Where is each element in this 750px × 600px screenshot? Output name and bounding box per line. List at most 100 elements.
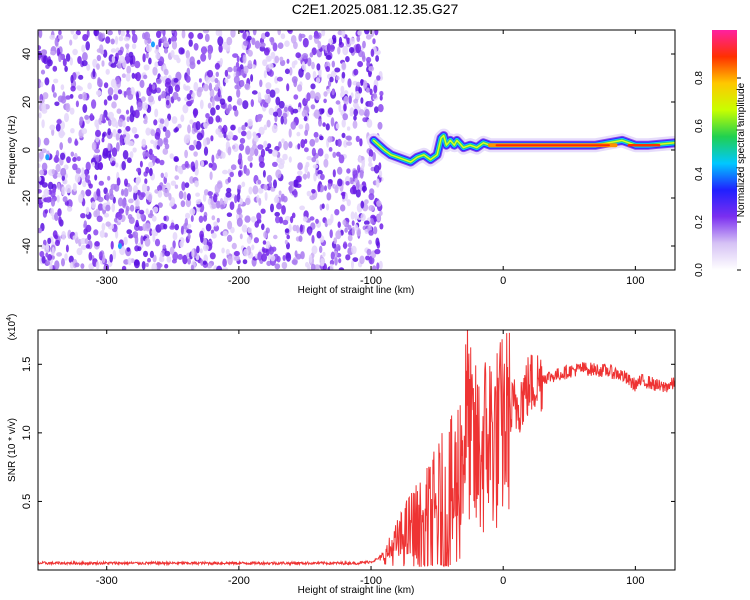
noise-speckle [207,191,214,196]
noise-speckle [321,203,325,209]
noise-speckle [366,87,370,93]
noise-speckle [311,47,317,56]
noise-speckle [149,168,153,177]
noise-speckle [256,218,262,224]
noise-speckle [226,234,233,242]
noise-speckle [307,229,312,236]
noise-speckle [103,82,109,89]
noise-speckle [208,50,212,61]
noise-speckle [202,193,207,202]
noise-speckle [119,136,124,146]
noise-speckle [105,148,111,158]
noise-speckle [259,42,266,48]
noise-speckle [95,90,102,96]
noise-speckle [373,226,378,235]
noise-speckle [194,166,199,176]
noise-speckle [260,148,266,158]
noise-speckle [190,161,196,171]
noise-speckle [69,39,73,46]
noise-speckle [267,143,272,149]
noise-speckle [302,173,308,180]
noise-speckle [329,259,335,266]
noise-speckle [122,150,129,160]
noise-speckle [219,98,226,105]
noise-speckle [82,180,87,188]
noise-speckle [275,215,280,224]
noise-speckle [288,105,292,112]
noise-speckle [121,160,126,171]
noise-speckle [137,246,142,252]
noise-speckle [366,60,371,68]
noise-speckle [240,79,245,87]
noise-speckle [81,44,86,53]
noise-speckle [368,230,374,236]
noise-speckle [351,260,354,270]
noise-speckle [99,44,104,54]
noise-speckle [352,257,359,262]
noise-speckle [125,207,129,216]
noise-speckle [272,42,278,52]
noise-speckle [346,168,351,174]
noise-speckle [318,118,322,127]
noise-speckle [195,192,201,197]
noise-speckle [152,66,158,76]
noise-speckle [58,216,62,225]
noise-speckle [208,82,213,92]
spectrogram-y-tick-label: 40 [21,48,33,60]
noise-speckle [61,186,66,196]
noise-hot-speckle [117,243,122,249]
noise-speckle [178,47,185,55]
noise-speckle [110,78,117,89]
noise-speckle [58,129,65,139]
noise-speckle [44,244,50,253]
noise-speckle [347,242,352,248]
noise-speckle [111,160,116,166]
noise-speckle [62,58,67,67]
noise-speckle [250,216,257,223]
noise-hot-speckle [150,41,155,48]
noise-speckle [47,237,52,245]
noise-speckle [82,34,89,42]
noise-speckle [118,55,125,64]
noise-speckle [105,204,111,212]
noise-speckle [171,40,178,50]
noise-speckle [126,65,132,74]
noise-speckle [338,103,342,113]
noise-speckle [355,81,361,87]
noise-speckle [226,212,233,217]
noise-speckle [86,63,91,71]
noise-speckle [138,226,144,231]
noise-speckle [55,123,61,132]
noise-speckle [188,39,193,47]
noise-speckle [145,44,152,53]
noise-speckle [74,173,81,183]
noise-speckle [306,171,311,179]
noise-speckle [227,95,233,103]
noise-speckle [84,114,90,120]
noise-speckle [131,72,135,79]
noise-speckle [301,53,309,60]
noise-speckle [75,100,79,108]
noise-speckle [368,239,372,245]
noise-speckle [172,232,178,241]
noise-speckle [257,187,264,194]
noise-speckle [276,76,283,82]
noise-speckle [328,147,333,152]
noise-speckle [329,263,334,270]
snr-multiplier-base: (x10 [7,320,18,340]
noise-speckle [320,258,325,263]
noise-speckle [257,91,262,102]
snr-y-label: SNR (10 * v/v) [7,418,18,482]
noise-speckle [337,166,343,175]
noise-speckle [58,54,62,63]
noise-speckle [309,216,315,221]
noise-speckle [306,92,311,102]
noise-speckle [291,259,298,265]
noise-speckle [189,56,195,66]
noise-speckle [314,264,321,270]
noise-speckle [155,52,161,60]
noise-speckle [293,79,298,88]
noise-speckle [117,212,123,221]
noise-speckle [286,58,290,64]
noise-speckle [250,99,254,108]
